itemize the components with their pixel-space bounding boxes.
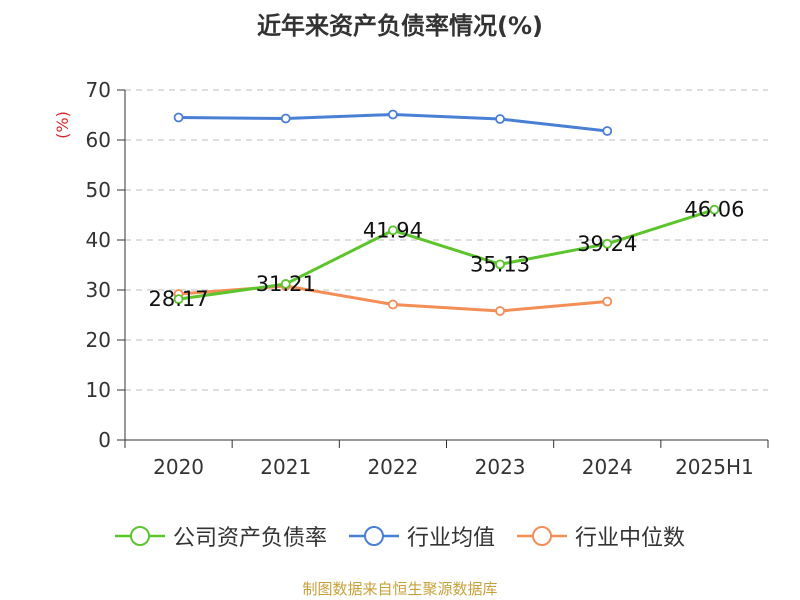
legend-label: 行业均值 bbox=[406, 526, 495, 551]
legend: 公司资产负债率 行业均值 行业中位数 bbox=[0, 520, 800, 552]
data-point bbox=[495, 114, 505, 124]
data-point bbox=[602, 296, 613, 307]
data-labels: 28.17 31.21 41.94 35.13 39.24 46.06 bbox=[149, 198, 745, 311]
data-label: 31.21 bbox=[256, 272, 316, 296]
x-tick-label: 2020 bbox=[153, 455, 204, 479]
x-tick-label: 2021 bbox=[260, 455, 311, 479]
data-point bbox=[388, 109, 398, 120]
grid-lines bbox=[125, 89, 768, 391]
y-tick-label: 20 bbox=[86, 328, 111, 352]
legend-marker-icon bbox=[517, 526, 567, 546]
legend-item[interactable]: 行业均值 bbox=[348, 520, 495, 552]
data-point bbox=[388, 225, 398, 236]
legend-marker-icon bbox=[348, 526, 399, 546]
legend-item[interactable]: 公司资产负债率 bbox=[114, 520, 327, 552]
chart-title: 近年来资产负债率情况(%) bbox=[257, 12, 543, 40]
data-label: 46.06 bbox=[684, 198, 744, 222]
data-point bbox=[495, 259, 505, 270]
legend-label: 公司资产负债率 bbox=[172, 526, 327, 551]
data-label: 35.13 bbox=[470, 252, 530, 276]
y-tick-label: 0 bbox=[98, 428, 111, 452]
data-point bbox=[173, 112, 184, 123]
data-point bbox=[495, 306, 505, 316]
series-line bbox=[178, 208, 715, 301]
data-point bbox=[709, 204, 720, 215]
axes: 0 10 20 30 40 50 60 70 2020 2021 2022 2023 2024 2025H… bbox=[53, 78, 769, 479]
data-point bbox=[602, 238, 613, 249]
series-lines bbox=[173, 109, 720, 316]
data-point bbox=[173, 294, 184, 305]
x-tick-label: 2024 bbox=[582, 455, 633, 479]
y-tick-label: 60 bbox=[86, 128, 111, 152]
data-point bbox=[280, 279, 291, 289]
data-label: 39.24 bbox=[577, 232, 637, 256]
data-point bbox=[388, 299, 398, 310]
y-tick-label: 70 bbox=[86, 78, 111, 102]
data-point bbox=[602, 126, 613, 136]
y-tick-label: 10 bbox=[86, 378, 111, 402]
x-tick-label: 2025H1 bbox=[675, 455, 754, 479]
data-label: 28.17 bbox=[149, 287, 209, 311]
y-tick-label: 40 bbox=[86, 228, 111, 252]
legend-item[interactable]: 行业中位数 bbox=[517, 520, 685, 552]
y-tick-label: 30 bbox=[86, 278, 111, 302]
x-tick-label: 2023 bbox=[475, 455, 526, 479]
legend-label: 行业中位数 bbox=[575, 526, 686, 551]
legend-marker-icon bbox=[114, 526, 165, 546]
data-label: 41.94 bbox=[363, 218, 423, 242]
data-point bbox=[280, 113, 291, 124]
y-axis-label: (%) bbox=[53, 111, 72, 139]
x-tick-label: 2022 bbox=[367, 455, 418, 479]
source-note: 制图数据来自恒生聚源数据库 bbox=[302, 580, 498, 598]
y-tick-label: 50 bbox=[86, 178, 111, 202]
